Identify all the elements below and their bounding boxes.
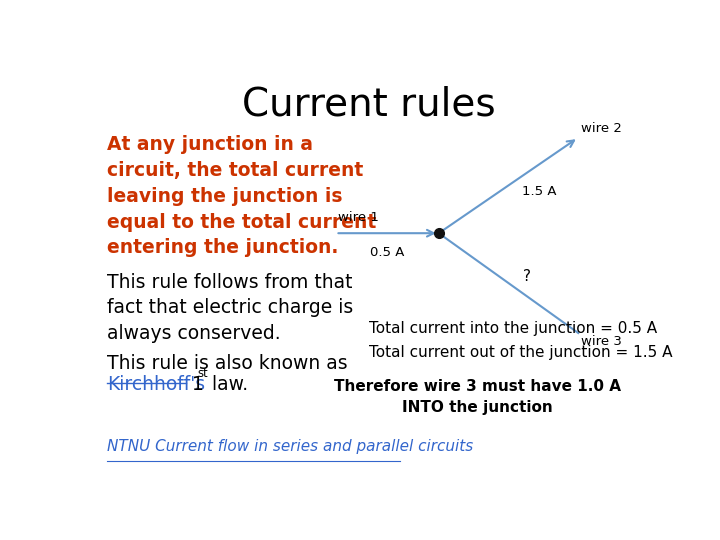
Text: wire 2: wire 2 <box>581 123 622 136</box>
Text: NTNU Current flow in series and parallel circuits: NTNU Current flow in series and parallel… <box>107 438 473 454</box>
Text: 0.5 A: 0.5 A <box>370 246 405 259</box>
Text: At any junction in a
circuit, the total current
leaving the junction is
equal to: At any junction in a circuit, the total … <box>107 136 376 258</box>
Text: Therefore wire 3 must have 1.0 A: Therefore wire 3 must have 1.0 A <box>334 379 621 394</box>
Text: 1.5 A: 1.5 A <box>523 185 557 198</box>
Text: ?: ? <box>523 269 531 285</box>
Text: Current rules: Current rules <box>242 85 496 124</box>
Text: Kirchhoff's: Kirchhoff's <box>107 375 205 394</box>
Text: This rule is also known as: This rule is also known as <box>107 354 347 373</box>
Text: st: st <box>197 367 208 380</box>
Text: wire 1: wire 1 <box>338 211 379 224</box>
Text: Total current into the junction = 0.5 A: Total current into the junction = 0.5 A <box>369 321 657 335</box>
Text: law.: law. <box>205 375 248 394</box>
Text: wire 3: wire 3 <box>581 335 622 348</box>
Text: 1: 1 <box>186 375 204 394</box>
Text: This rule follows from that
fact that electric charge is
always conserved.: This rule follows from that fact that el… <box>107 273 353 343</box>
Text: Total current out of the junction = 1.5 A: Total current out of the junction = 1.5 … <box>369 346 672 361</box>
Text: INTO the junction: INTO the junction <box>402 400 553 415</box>
